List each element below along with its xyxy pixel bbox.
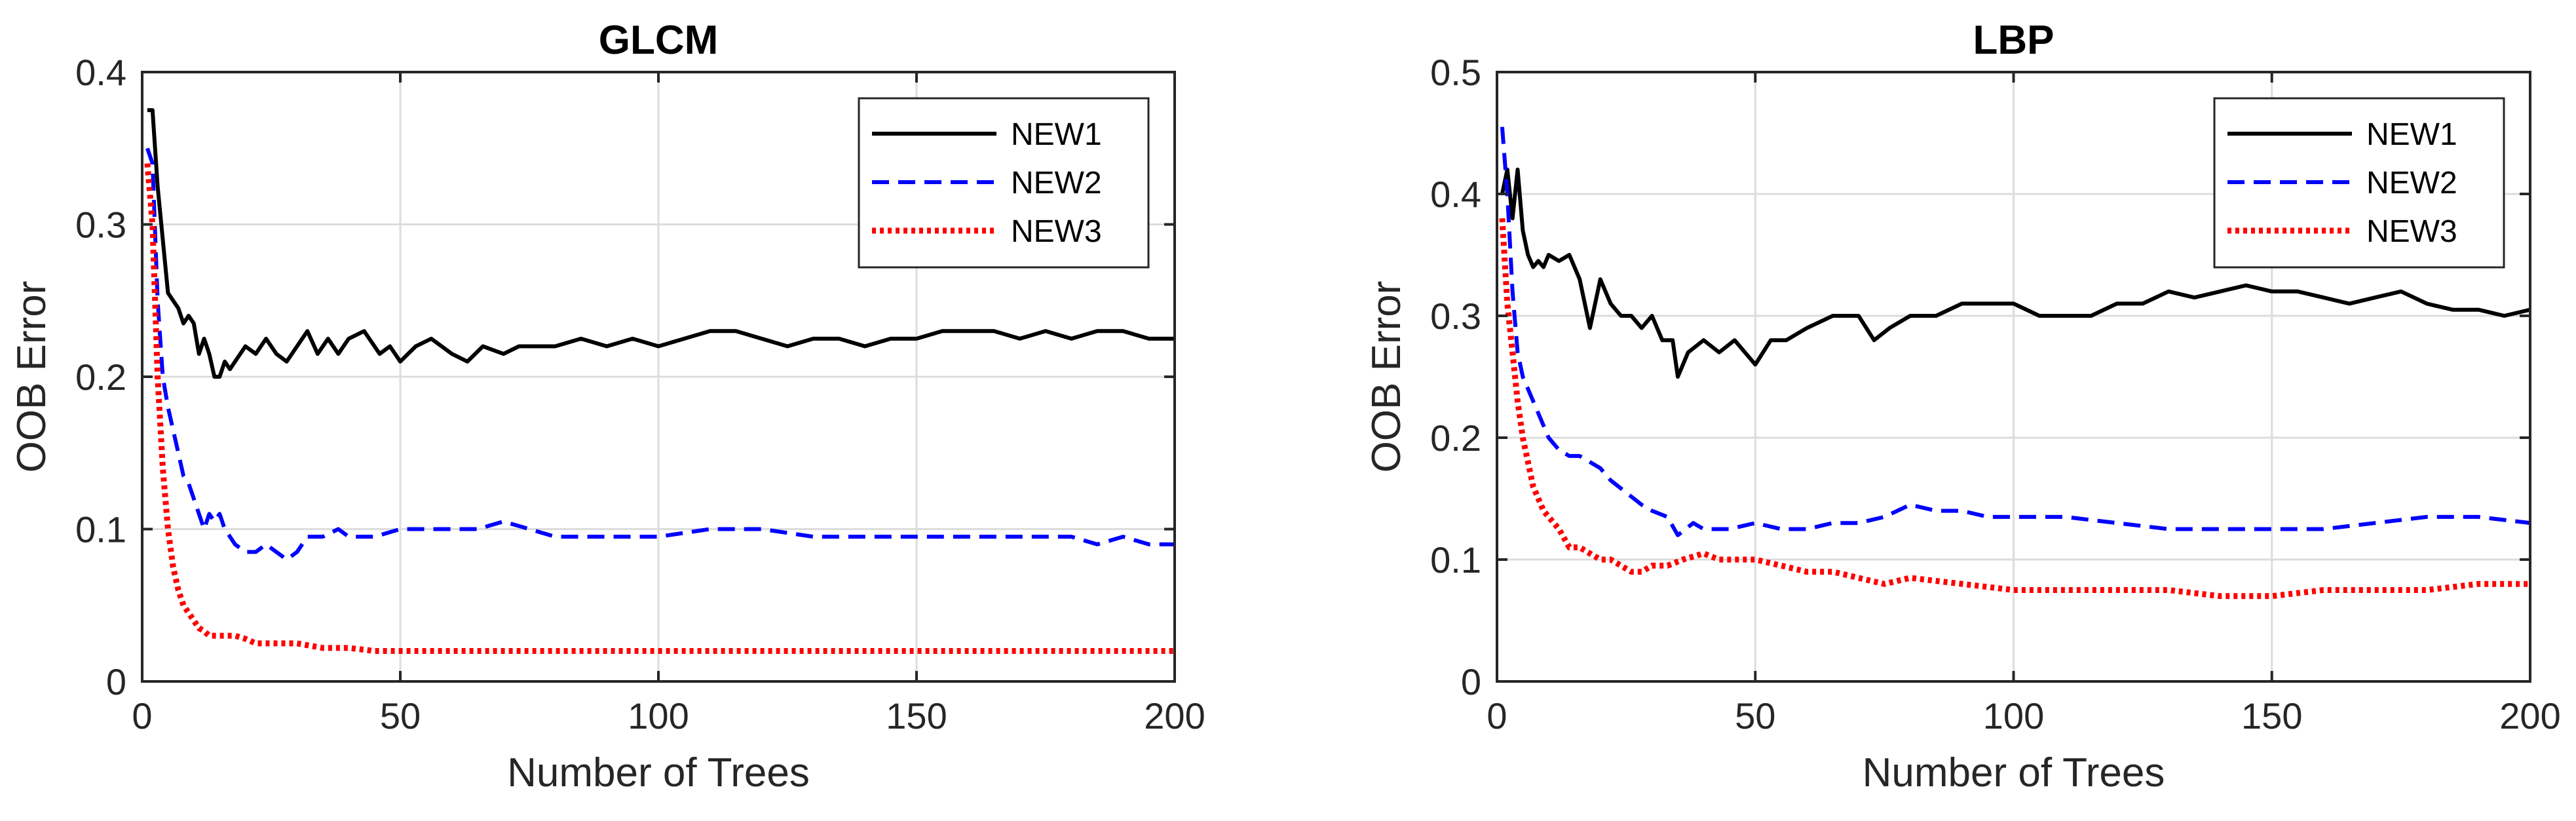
chart-lbp-y-tick-label: 0.2 bbox=[1430, 417, 1481, 459]
chart-lbp-y-tick-label: 0.5 bbox=[1430, 52, 1481, 93]
chart-lbp-y-tick-label: 0.3 bbox=[1430, 296, 1481, 337]
chart-lbp-x-axis-title: Number of Trees bbox=[1863, 750, 2165, 795]
chart-lbp-x-tick-label: 200 bbox=[2499, 695, 2560, 736]
chart-glcm-x-tick-label: 150 bbox=[886, 695, 947, 736]
chart-glcm-x-tick-label: 50 bbox=[380, 695, 421, 736]
chart-glcm-y-tick-label: 0 bbox=[106, 661, 126, 702]
chart-lbp-y-axis-title: OOB Error bbox=[1364, 281, 1409, 473]
chart-glcm-y-tick-label: 0.1 bbox=[75, 509, 126, 550]
chart-glcm-y-tick-label: 0.2 bbox=[75, 356, 126, 398]
chart-lbp-series-new2 bbox=[1500, 126, 2530, 537]
chart-glcm-title: GLCM bbox=[599, 18, 719, 63]
chart-glcm-panel: 0 50 100 150 200 0 0.1 0.2 0.3 0.4 GLCM Number of T… bbox=[9, 18, 1205, 795]
chart-lbp-title: LBP bbox=[1973, 18, 2055, 63]
chart-lbp-series-new1 bbox=[1500, 167, 2530, 379]
chart-glcm-y-tick-label: 0.3 bbox=[75, 204, 126, 246]
chart-glcm-series-new2 bbox=[145, 147, 1175, 562]
chart-lbp-x-tick-label: 100 bbox=[1983, 695, 2044, 736]
chart-lbp-legend-label-new1: NEW1 bbox=[2366, 117, 2457, 152]
chart-lbp-series-group bbox=[1499, 126, 2530, 600]
chart-glcm-legend: NEW1 NEW2 NEW3 bbox=[858, 97, 1150, 269]
chart-lbp-series-new3 bbox=[1499, 218, 2530, 600]
chart-glcm-x-tick-label: 200 bbox=[1144, 695, 1205, 736]
chart-glcm-series-group bbox=[144, 108, 1175, 654]
chart-glcm-y-axis-title: OOB Error bbox=[9, 281, 54, 473]
chart-lbp-x-tick-label: 150 bbox=[2241, 695, 2302, 736]
chart-glcm-x-axis-title: Number of Trees bbox=[507, 750, 810, 795]
chart-glcm-series-new3 bbox=[144, 163, 1175, 654]
chart-lbp-y-tick-label: 0.4 bbox=[1430, 174, 1481, 215]
chart-glcm-y-tick-label: 0.4 bbox=[75, 52, 126, 93]
chart-glcm-x-tick-label: 100 bbox=[628, 695, 689, 736]
chart-lbp-legend-label-new2: NEW2 bbox=[2366, 166, 2457, 200]
chart-lbp-y-tick-label: 0 bbox=[1461, 661, 1481, 702]
chart-lbp-legend-label-new3: NEW3 bbox=[2366, 214, 2457, 249]
chart-glcm-legend-label-new3: NEW3 bbox=[1011, 214, 1102, 249]
chart-lbp-x-tick-label: 50 bbox=[1735, 695, 1775, 736]
chart-lbp-legend: NEW1 NEW2 NEW3 bbox=[2213, 97, 2505, 269]
chart-lbp-panel: 0 50 100 150 200 0 0.1 0.2 0.3 0.4 0.5 LBP Number of… bbox=[1364, 18, 2561, 795]
chart-glcm-legend-label-new2: NEW2 bbox=[1011, 166, 1102, 200]
chart-lbp-x-tick-label: 0 bbox=[1487, 695, 1507, 736]
chart-lbp-y-tick-label: 0.1 bbox=[1430, 539, 1481, 581]
chart-glcm-legend-label-new1: NEW1 bbox=[1011, 117, 1102, 152]
chart-glcm-series-new1 bbox=[147, 108, 1175, 379]
chart-glcm-x-tick-label: 0 bbox=[132, 695, 152, 736]
